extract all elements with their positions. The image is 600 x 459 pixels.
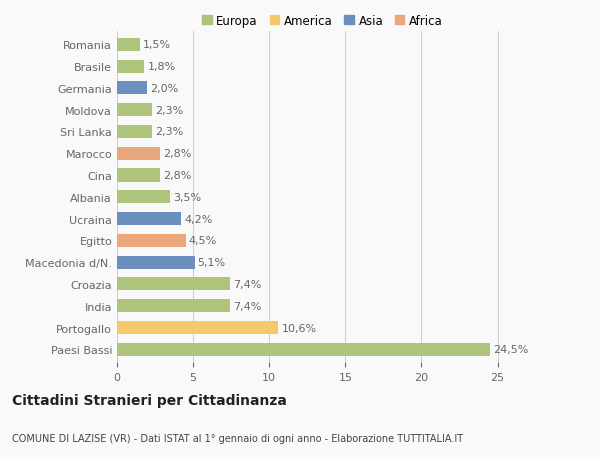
Bar <box>117 147 160 160</box>
Text: 7,4%: 7,4% <box>233 301 261 311</box>
Bar <box>117 169 160 182</box>
Text: 2,8%: 2,8% <box>163 149 191 159</box>
Text: 5,1%: 5,1% <box>197 257 226 268</box>
Text: 4,2%: 4,2% <box>184 214 212 224</box>
Bar <box>117 235 185 247</box>
Text: 2,8%: 2,8% <box>163 171 191 181</box>
Bar <box>117 343 490 356</box>
Text: COMUNE DI LAZISE (VR) - Dati ISTAT al 1° gennaio di ogni anno - Elaborazione TUT: COMUNE DI LAZISE (VR) - Dati ISTAT al 1°… <box>12 433 463 442</box>
Bar <box>117 300 230 313</box>
Bar <box>117 256 194 269</box>
Bar <box>117 61 145 73</box>
Legend: Europa, America, Asia, Africa: Europa, America, Asia, Africa <box>197 10 448 32</box>
Bar <box>117 104 152 117</box>
Bar <box>117 191 170 204</box>
Bar <box>117 82 148 95</box>
Text: 1,8%: 1,8% <box>148 62 176 72</box>
Bar <box>117 321 278 334</box>
Text: 10,6%: 10,6% <box>281 323 317 333</box>
Text: 2,0%: 2,0% <box>151 84 179 94</box>
Text: 1,5%: 1,5% <box>143 40 171 50</box>
Text: 2,3%: 2,3% <box>155 127 184 137</box>
Text: Cittadini Stranieri per Cittadinanza: Cittadini Stranieri per Cittadinanza <box>12 393 287 407</box>
Text: 7,4%: 7,4% <box>233 280 261 289</box>
Bar <box>117 278 230 291</box>
Text: 2,3%: 2,3% <box>155 106 184 115</box>
Bar <box>117 39 140 52</box>
Text: 24,5%: 24,5% <box>493 345 529 354</box>
Bar <box>117 213 181 226</box>
Text: 4,5%: 4,5% <box>188 236 217 246</box>
Bar <box>117 126 152 139</box>
Text: 3,5%: 3,5% <box>173 192 202 202</box>
